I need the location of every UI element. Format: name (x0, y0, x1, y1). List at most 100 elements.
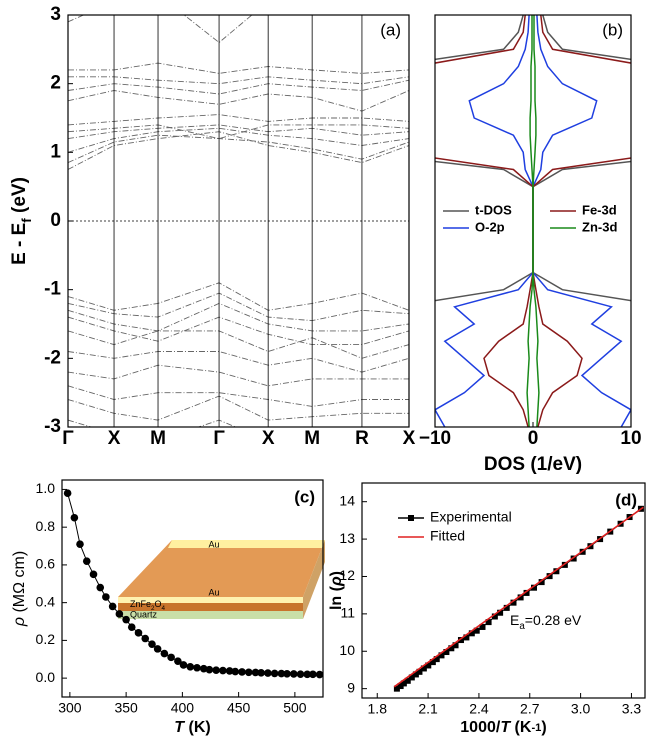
y-tick-label: 9 (347, 679, 355, 695)
y-tick-label: 3 (50, 4, 61, 25)
data-point (127, 623, 136, 631)
inset-substrate (118, 611, 303, 619)
x-axis-label-part: T (500, 719, 511, 736)
y-tick-label: 0 (50, 210, 61, 231)
data-point (296, 670, 305, 678)
panel-label: (c) (294, 487, 315, 506)
panel-label: (d) (615, 490, 637, 509)
inset-label: Au (208, 539, 219, 549)
y-axis-label: ln (ρ) (328, 571, 345, 610)
data-point (193, 663, 201, 672)
y-tick-label: 0.2 (36, 631, 56, 647)
inset-side (303, 540, 325, 619)
inset-label: Quartz (130, 609, 158, 619)
data-line (68, 114, 409, 126)
data-point (538, 579, 545, 586)
data-point (473, 627, 480, 634)
inset-electrode-bottom (118, 597, 303, 603)
data-point (570, 555, 577, 562)
data-point (468, 630, 475, 637)
y-tick-label: -1 (44, 279, 61, 300)
data-line (68, 385, 409, 407)
data-point (479, 623, 486, 630)
data-point (122, 615, 130, 624)
data-point (148, 640, 156, 648)
y-axis-label-part: (eV) (9, 177, 30, 218)
data-point (408, 674, 415, 681)
data-point (244, 668, 253, 677)
plot-area (68, 15, 409, 427)
data-point (485, 619, 492, 626)
data-point (438, 652, 445, 659)
data-line (68, 79, 409, 95)
x-tick-label: Γ (62, 428, 74, 449)
inset-film (118, 603, 303, 611)
x-tick-label: Γ (213, 428, 225, 449)
panel: -3 -2 -1 0 1 2 3 Γ X M Γ X M R X (a) E - Ef (eV) (9, 4, 416, 449)
dos-curve (526, 15, 534, 427)
data-point (429, 659, 436, 666)
x-tick-label: 10 (620, 428, 641, 449)
data-line (68, 90, 409, 112)
data-point (510, 599, 517, 606)
data-point (315, 670, 323, 679)
y-tick-label: 0.8 (36, 518, 56, 534)
x-axis-label: 1000/T (K-1) (460, 719, 546, 736)
legend: t-DOS O-2p Fe-3d Zn-3d (443, 202, 617, 234)
plot-area (435, 15, 631, 427)
data-line (393, 506, 644, 688)
data-point (186, 663, 195, 671)
x-tick-label: 2.1 (418, 701, 438, 717)
data-point (452, 642, 459, 649)
panel: 0.0 0.2 0.4 0.6 0.8 1.0 300 350 400 450 500 (c) ρ (M… (11, 479, 324, 736)
data-point (448, 645, 455, 652)
x-tick-label: 2.4 (469, 701, 489, 717)
x-axis-label-part: -1 (531, 722, 541, 734)
data-point (160, 649, 169, 658)
data-point (397, 683, 404, 690)
y-axis-label-part: ρ (11, 617, 28, 627)
data-line (68, 124, 409, 140)
data-point (523, 589, 530, 596)
data-point (219, 666, 227, 675)
data-point (82, 557, 91, 565)
y-tick-label: 14 (339, 492, 355, 508)
legend-marker (408, 515, 414, 521)
x-tick-label: 1.8 (368, 701, 388, 717)
legend-label: Zn-3d (582, 219, 617, 234)
inset-label: ZnFe2O4 (130, 599, 166, 612)
data-point (463, 634, 470, 641)
y-tick-label: 1.0 (36, 480, 56, 496)
data-point (179, 661, 188, 669)
inset-label-part: ZnFe (130, 599, 151, 609)
data-point (167, 653, 175, 662)
legend-label: O-2p (475, 219, 505, 234)
inset-stack (118, 540, 325, 619)
x-tick-label: −10 (419, 428, 451, 449)
data-line (68, 134, 409, 164)
data-point (412, 671, 419, 678)
data-line (68, 330, 409, 359)
data-line (68, 316, 409, 346)
x-tick-label: X (108, 428, 121, 449)
annotation-part: =0.28 eV (525, 612, 582, 628)
data-point (212, 666, 220, 675)
data-point (277, 669, 286, 678)
data-point (283, 669, 291, 678)
legend-label: Experimental (430, 509, 512, 525)
data-point (199, 664, 208, 673)
annotation: Ea=0.28 eV (510, 612, 582, 632)
data-point (503, 604, 510, 611)
x-tick-label: 500 (283, 700, 307, 716)
y-tick-label: 11 (340, 605, 355, 621)
y-tick-label: 10 (339, 642, 355, 658)
y-axis-label-part: ) (328, 571, 345, 576)
data-point (443, 649, 450, 656)
data-line (68, 282, 409, 311)
data-point (141, 634, 150, 643)
x-axis-label-part: (K (510, 719, 532, 736)
data-point (309, 670, 317, 679)
x-tick-label: 400 (171, 700, 195, 716)
x-tick-label: 300 (58, 700, 82, 716)
